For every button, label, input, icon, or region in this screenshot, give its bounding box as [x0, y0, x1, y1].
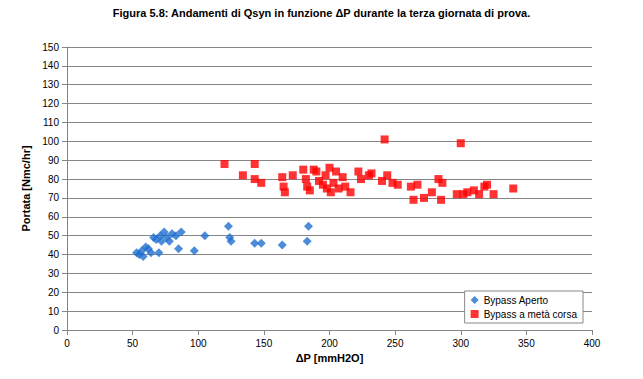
- svg-text:50: 50: [127, 338, 139, 349]
- svg-text:90: 90: [48, 155, 60, 166]
- svg-text:ΔP [mmH2O]: ΔP [mmH2O]: [296, 352, 364, 364]
- svg-text:140: 140: [42, 60, 59, 71]
- svg-text:Figura 5.8: Andamenti di Qsyn: Figura 5.8: Andamenti di Qsyn in funzion…: [113, 7, 530, 19]
- svg-text:120: 120: [42, 98, 59, 109]
- svg-text:Portata [Nmc/hr]: Portata [Nmc/hr]: [20, 145, 32, 232]
- svg-text:100: 100: [190, 338, 207, 349]
- svg-text:0: 0: [53, 325, 59, 336]
- svg-text:80: 80: [48, 174, 60, 185]
- svg-text:50: 50: [48, 230, 60, 241]
- svg-text:Bypass Aperto: Bypass Aperto: [484, 295, 549, 306]
- svg-text:70: 70: [48, 192, 60, 203]
- svg-text:10: 10: [48, 306, 60, 317]
- svg-text:400: 400: [584, 338, 601, 349]
- svg-text:30: 30: [48, 268, 60, 279]
- svg-text:150: 150: [256, 338, 273, 349]
- svg-text:250: 250: [387, 338, 404, 349]
- svg-text:350: 350: [518, 338, 535, 349]
- svg-text:0: 0: [64, 338, 70, 349]
- svg-text:130: 130: [42, 79, 59, 90]
- svg-text:Bypass a metà corsa: Bypass a metà corsa: [484, 309, 578, 320]
- svg-text:40: 40: [48, 249, 60, 260]
- svg-text:110: 110: [43, 117, 59, 128]
- svg-text:150: 150: [42, 42, 59, 53]
- svg-text:60: 60: [48, 211, 60, 222]
- svg-text:100: 100: [42, 136, 59, 147]
- svg-text:300: 300: [452, 338, 469, 349]
- svg-text:20: 20: [48, 287, 60, 298]
- svg-text:200: 200: [321, 338, 338, 349]
